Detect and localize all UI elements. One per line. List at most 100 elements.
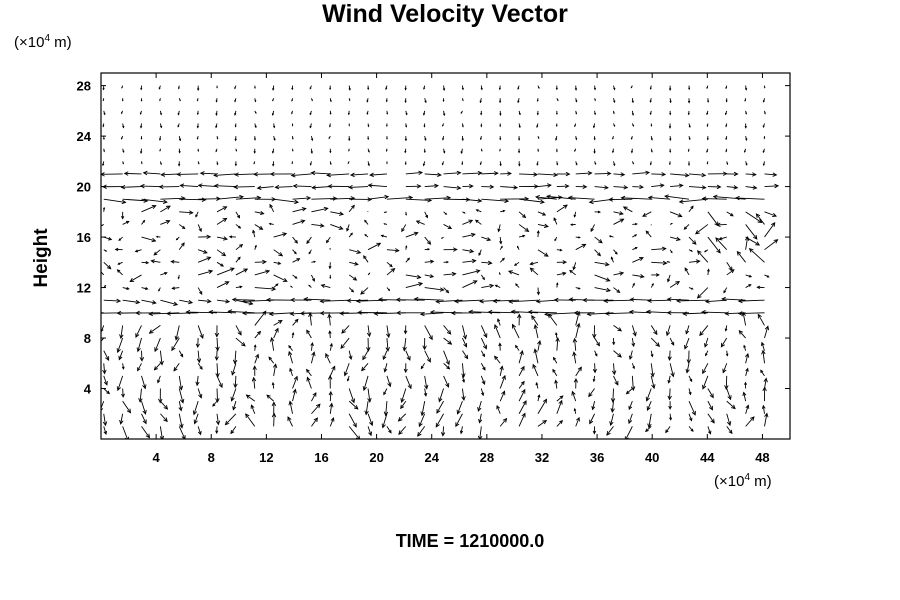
wind-vector-head xyxy=(196,99,199,102)
wind-vector xyxy=(197,325,204,339)
wind-vector xyxy=(764,326,769,339)
wind-vector-head xyxy=(179,183,185,188)
wind-vector xyxy=(225,413,237,426)
wind-vector-head xyxy=(93,311,97,315)
wind-vector-head xyxy=(418,170,424,175)
wind-vector-head xyxy=(645,396,650,402)
wind-vector-head xyxy=(291,124,294,127)
wind-vector-head xyxy=(383,368,388,373)
wind-vector-head xyxy=(441,432,446,437)
wind-vector-head xyxy=(510,309,516,314)
wind-vector-head xyxy=(634,234,638,237)
wind-vector-head xyxy=(396,310,401,316)
wind-vector-head xyxy=(325,239,330,244)
wind-vector-head xyxy=(645,428,649,433)
wind-vector xyxy=(518,389,526,402)
wind-vector-head xyxy=(101,172,105,177)
wind-vector xyxy=(519,198,545,203)
wind-vector xyxy=(613,218,624,225)
wind-vector xyxy=(764,378,767,389)
wind-vector xyxy=(159,350,163,365)
wind-vector-head xyxy=(253,162,256,165)
wind-vector-head xyxy=(181,225,186,230)
wind-vector-head xyxy=(215,150,218,153)
wind-vector xyxy=(594,236,603,244)
wind-vector xyxy=(386,249,399,252)
wind-vector-head xyxy=(177,87,180,90)
wind-vector-head xyxy=(103,112,106,116)
wind-vector-head xyxy=(234,100,237,103)
wind-vector-head xyxy=(558,399,563,405)
wind-vector xyxy=(745,368,749,377)
wind-vector xyxy=(443,325,452,335)
x-tick-label: 4 xyxy=(153,450,161,465)
wind-vector xyxy=(122,400,131,413)
wind-vector-head xyxy=(329,402,334,408)
wind-vector xyxy=(231,363,237,375)
wind-vector xyxy=(531,315,539,326)
wind-vector xyxy=(311,392,317,402)
wind-vector-head xyxy=(469,248,475,254)
wind-vector-head xyxy=(253,138,257,141)
wind-vector-head xyxy=(390,267,396,273)
wind-vector-head xyxy=(675,298,681,304)
wind-vector xyxy=(271,337,275,351)
wind-vector xyxy=(481,261,492,264)
wind-vector-head xyxy=(139,356,145,362)
wind-vector-head xyxy=(331,365,336,371)
wind-vector xyxy=(480,325,488,338)
wind-vector-head xyxy=(136,347,141,353)
wind-vector-head xyxy=(348,88,351,91)
wind-vector-head xyxy=(572,351,577,357)
wind-vector xyxy=(398,413,407,422)
wind-vector-head xyxy=(216,137,219,140)
wind-vector-head xyxy=(179,398,185,404)
wind-vector-head xyxy=(630,386,636,392)
wind-vector-head xyxy=(367,150,370,153)
wind-vector xyxy=(349,261,358,265)
wind-vector-head xyxy=(597,210,602,214)
wind-vector xyxy=(216,218,227,225)
wind-vector-head xyxy=(254,244,257,248)
wind-vector xyxy=(707,413,715,424)
wind-vector-head xyxy=(366,347,371,352)
wind-vector xyxy=(311,224,324,227)
wind-vector-head xyxy=(234,172,239,177)
wind-vector-head xyxy=(243,268,249,273)
wind-vector xyxy=(232,299,255,301)
wind-vector-head xyxy=(553,172,559,178)
wind-vector-head xyxy=(536,112,539,116)
wind-vector xyxy=(676,299,708,302)
wind-vector-head xyxy=(268,311,274,317)
wind-vector-head xyxy=(271,286,277,292)
wind-vector-head xyxy=(277,261,282,265)
wind-vector xyxy=(684,224,690,230)
wind-vector-head xyxy=(578,287,581,290)
wind-vector-head xyxy=(118,238,122,241)
wind-vector xyxy=(117,337,124,353)
wind-vector-head xyxy=(702,384,707,390)
wind-vector-head xyxy=(594,353,598,357)
wind-vector-head xyxy=(288,344,292,349)
wind-vector xyxy=(705,299,727,303)
wind-vector-head xyxy=(594,162,597,165)
wind-vector-head xyxy=(591,406,596,411)
wind-vector-head xyxy=(574,88,578,91)
wind-vector-head xyxy=(498,87,501,91)
wind-vector-head xyxy=(622,206,628,211)
wind-vector xyxy=(664,195,690,200)
wind-vector-head xyxy=(553,217,557,221)
wind-vector-head xyxy=(148,311,154,317)
wind-vector-head xyxy=(628,355,633,361)
wind-vector xyxy=(670,184,683,188)
wind-vector-head xyxy=(437,172,442,178)
wind-vector-head xyxy=(725,353,729,357)
wind-vector xyxy=(605,312,633,315)
wind-vector-head xyxy=(253,172,258,177)
wind-vector-head xyxy=(265,297,271,303)
wind-vector-head xyxy=(237,256,241,260)
wind-vector xyxy=(194,413,199,424)
wind-vector xyxy=(367,388,371,402)
wind-vector-head xyxy=(135,310,140,316)
wind-vector-head xyxy=(129,277,135,282)
